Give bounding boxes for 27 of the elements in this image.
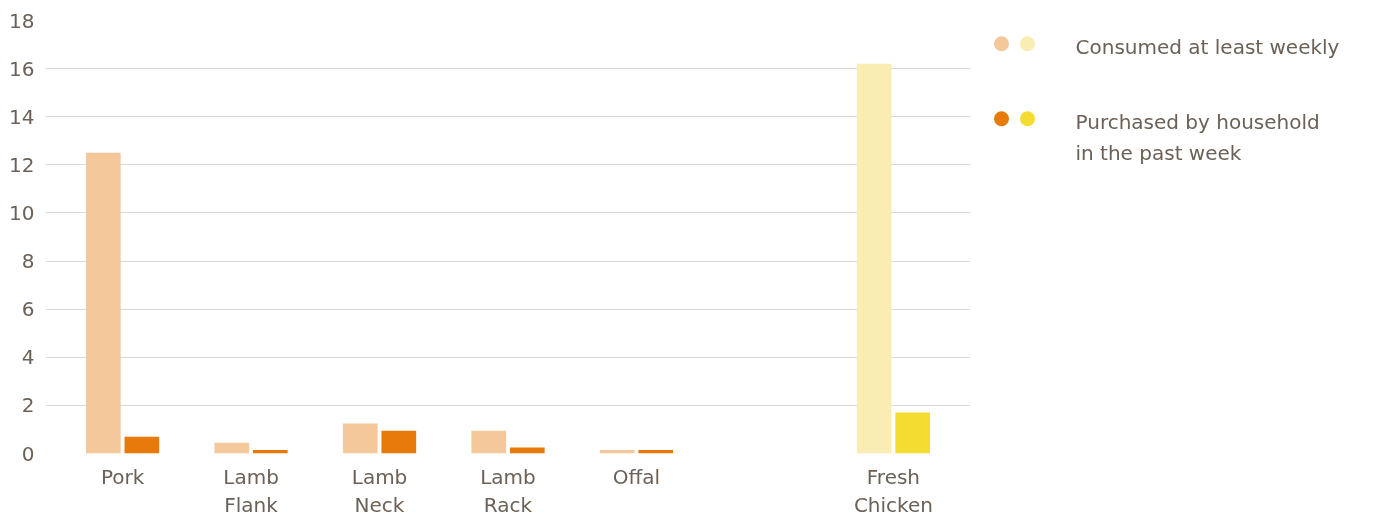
legend-label: Consumed at least weekly — [1075, 34, 1340, 59]
bar — [471, 430, 507, 454]
y-tick-label: 6 — [21, 297, 35, 322]
y-tick-label: 0 — [21, 441, 35, 466]
x-tick-label: Pork — [100, 464, 145, 489]
x-tick-label: Lamb Neck — [351, 464, 408, 518]
bar — [856, 63, 892, 454]
legend-label: Purchased by household in the past week — [1075, 109, 1320, 165]
y-tick-label: 16 — [9, 56, 35, 81]
y-tick-label: 2 — [21, 393, 35, 418]
y-tick-label: 14 — [9, 104, 35, 129]
y-tick-label: 8 — [21, 249, 35, 274]
y-tick-label: 4 — [21, 345, 35, 370]
bar — [381, 430, 417, 454]
x-tick-label: Offal — [612, 464, 661, 489]
bar — [342, 423, 378, 454]
x-tick-label: Lamb Flank — [223, 464, 279, 518]
x-tick-label: Lamb Rack — [480, 464, 536, 518]
bar — [85, 152, 121, 454]
y-tick-label: 12 — [9, 152, 35, 177]
y-tick-label: 10 — [9, 200, 35, 225]
bar — [895, 412, 931, 454]
bar — [124, 436, 160, 454]
y-tick-label: 18 — [9, 8, 35, 33]
bar — [509, 447, 545, 454]
bar — [214, 442, 250, 454]
x-tick-label: Fresh Chicken — [853, 464, 933, 518]
